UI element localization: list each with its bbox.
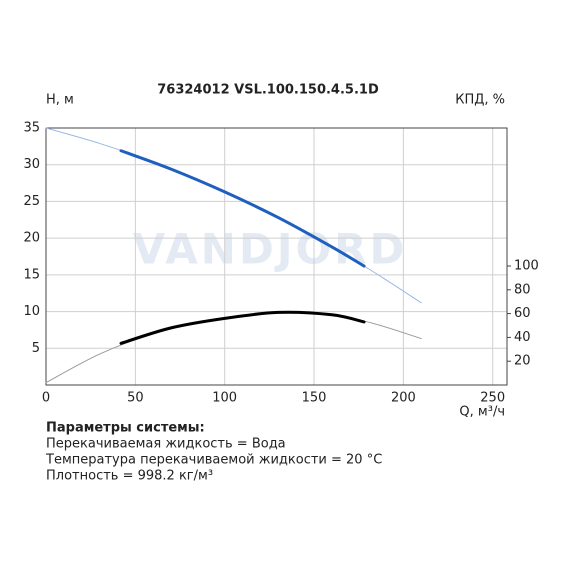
y2-tick-label: 60 [514, 306, 531, 321]
x-tick-label: 200 [391, 391, 416, 406]
params-line: Перекачиваемая жидкость = Вода [46, 437, 286, 452]
y-tick-label: 20 [23, 231, 40, 246]
x-tick-label: 250 [480, 391, 505, 406]
y-tick-label: 25 [23, 194, 40, 209]
curve [119, 310, 366, 345]
y-tick-label: 10 [23, 304, 40, 319]
y2-tick-label: 20 [514, 354, 531, 369]
curve [119, 149, 366, 268]
params-line: Плотность = 998.2 кг/м³ [46, 469, 213, 484]
curve [45, 127, 422, 304]
x-axis-label: Q, м³/ч [459, 405, 505, 420]
y2-tick-label: 100 [514, 259, 539, 274]
y2-tick-label: 40 [514, 330, 531, 345]
y2-axis-label: КПД, % [455, 93, 505, 108]
plot-frame [45, 127, 508, 386]
y-axis-label: H, м [46, 93, 74, 108]
x-tick-label: 50 [127, 391, 144, 406]
chart-title: 76324012 VSL.100.150.4.5.1D [157, 83, 379, 98]
params-heading: Параметры системы: [46, 421, 205, 436]
y-tick-label: 30 [23, 157, 40, 172]
x-tick-label: 150 [302, 391, 327, 406]
x-tick-label: 0 [42, 391, 50, 406]
y2-tick-label: 80 [514, 282, 531, 297]
watermark: VANDJORD [133, 225, 408, 274]
y-tick-label: 15 [23, 267, 40, 282]
params-line: Температура перекачиваемой жидкости = 20… [45, 453, 382, 468]
x-tick-label: 100 [212, 391, 237, 406]
y-tick-label: 35 [23, 121, 40, 136]
y-tick-label: 5 [32, 341, 40, 356]
